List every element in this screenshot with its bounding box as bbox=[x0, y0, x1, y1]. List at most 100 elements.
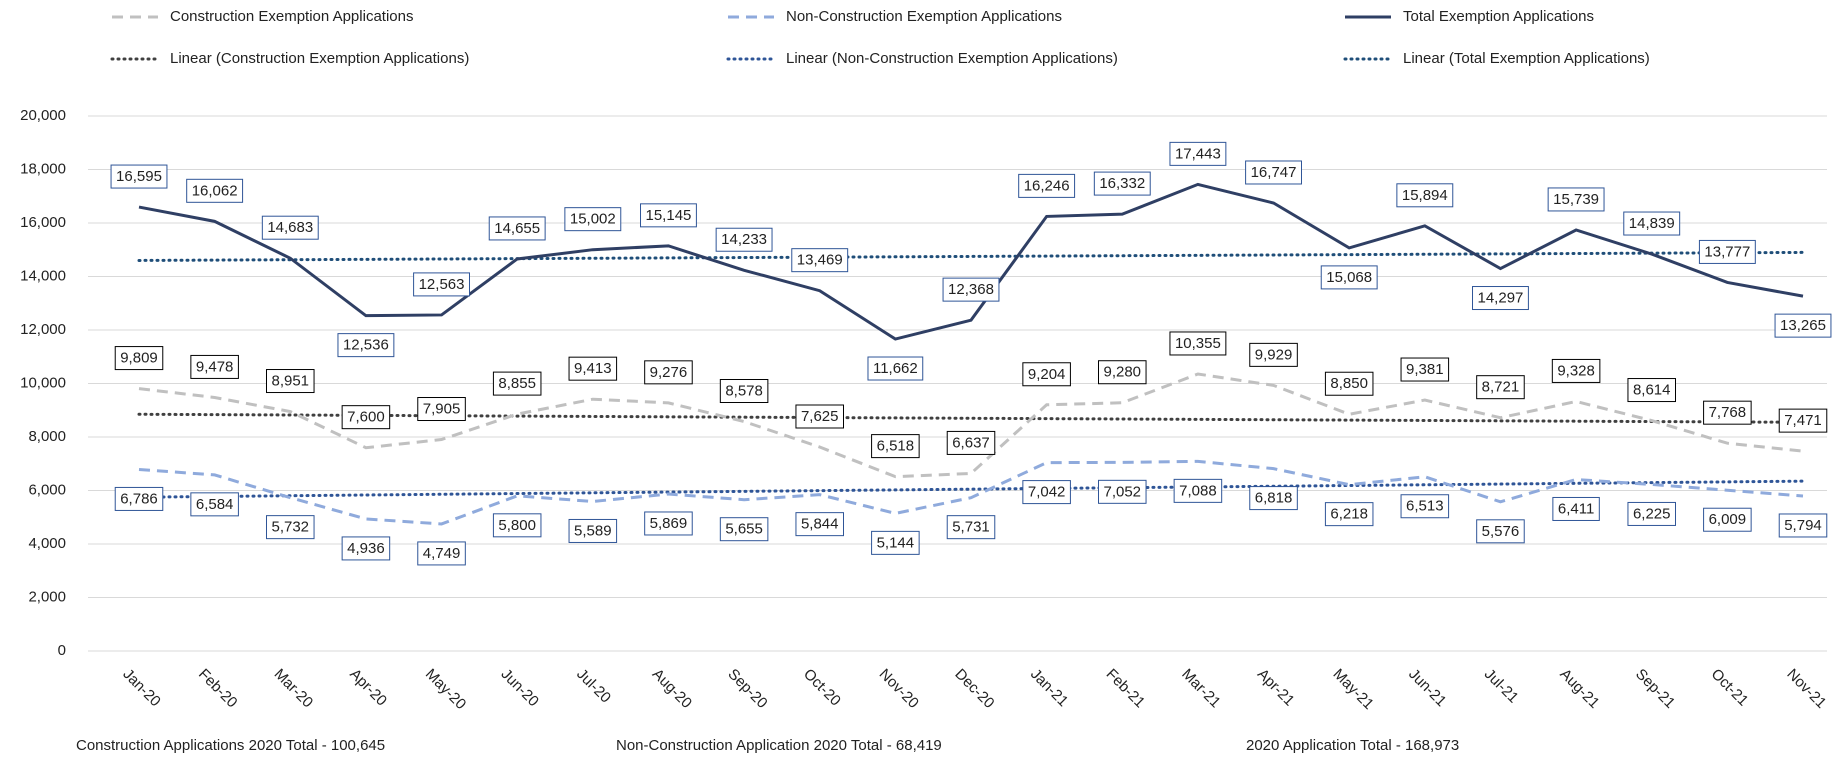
data-label-text: 7,052 bbox=[1103, 483, 1141, 500]
data-label: 9,929 bbox=[1249, 342, 1298, 367]
label-box bbox=[795, 512, 845, 537]
data-label: 15,894 bbox=[1396, 183, 1454, 208]
data-label: 5,655 bbox=[719, 517, 769, 542]
label-box bbox=[114, 486, 164, 511]
data-label-text: 9,929 bbox=[1255, 346, 1293, 363]
data-label-text: 14,233 bbox=[721, 231, 767, 248]
data-label: 6,411 bbox=[1552, 496, 1600, 521]
data-label: 8,951 bbox=[265, 369, 315, 394]
data-label-text: 6,009 bbox=[1709, 511, 1747, 528]
label-box bbox=[1097, 360, 1147, 385]
y-tick-label: 18,000 bbox=[20, 160, 66, 177]
data-label-text: 12,563 bbox=[419, 276, 465, 293]
label-box bbox=[110, 164, 168, 189]
label-box bbox=[942, 277, 1000, 302]
data-label: 7,042 bbox=[1022, 480, 1071, 505]
data-labels: 9,809 9,478 8,951 7,600 7,905 8,855 9,413 9,276… bbox=[110, 141, 1832, 566]
data-label: 9,413 bbox=[568, 356, 618, 381]
y-tick-label: 14,000 bbox=[20, 267, 66, 284]
data-label-text: 7,088 bbox=[1179, 482, 1217, 499]
label-box bbox=[265, 515, 315, 540]
data-label-text: 9,328 bbox=[1557, 362, 1595, 379]
data-label-text: 5,731 bbox=[952, 519, 990, 536]
label-box bbox=[644, 360, 693, 385]
data-label-text: 7,625 bbox=[801, 408, 839, 425]
label-box bbox=[413, 272, 470, 297]
label-box bbox=[719, 379, 769, 404]
data-label-text: 7,042 bbox=[1028, 484, 1066, 501]
data-label: 7,905 bbox=[417, 397, 466, 422]
label-box bbox=[1400, 494, 1450, 519]
data-label: 16,595 bbox=[110, 164, 168, 189]
data-label-text: 13,469 bbox=[797, 252, 843, 269]
x-tick-label: Jul-20 bbox=[573, 666, 614, 707]
data-label-text: 16,062 bbox=[192, 182, 238, 199]
label-box bbox=[1018, 173, 1076, 198]
data-label-text: 6,218 bbox=[1330, 506, 1368, 523]
data-label-text: 14,297 bbox=[1478, 290, 1524, 307]
data-label: 15,068 bbox=[1320, 265, 1378, 290]
label-box bbox=[1627, 378, 1677, 403]
x-tick-label: Jul-21 bbox=[1481, 666, 1522, 707]
data-label: 5,731 bbox=[946, 515, 996, 540]
data-label-text: 5,844 bbox=[801, 516, 839, 533]
label-box bbox=[190, 492, 239, 517]
data-label: 12,563 bbox=[413, 272, 470, 297]
data-label-text: 13,265 bbox=[1780, 317, 1826, 334]
label-box bbox=[1703, 400, 1752, 425]
data-label-text: 5,732 bbox=[271, 519, 309, 536]
x-tick-label: Oct-21 bbox=[1708, 666, 1752, 710]
label-box bbox=[186, 178, 244, 203]
x-tick-label: Feb-20 bbox=[195, 666, 241, 712]
data-label: 8,614 bbox=[1627, 378, 1677, 403]
label-box bbox=[1093, 171, 1151, 196]
label-box bbox=[1169, 331, 1227, 356]
data-label: 10,355 bbox=[1169, 331, 1227, 356]
data-label-text: 8,614 bbox=[1633, 382, 1671, 399]
label-box bbox=[795, 404, 845, 429]
data-label: 8,721 bbox=[1476, 375, 1525, 400]
label-box bbox=[1249, 342, 1298, 367]
footnote: 2020 Application Total - 168,973 bbox=[1246, 737, 1459, 754]
data-label-text: 4,936 bbox=[347, 540, 385, 557]
label-box bbox=[114, 346, 164, 371]
data-label: 5,794 bbox=[1778, 513, 1828, 538]
data-label-text: 8,951 bbox=[271, 373, 309, 390]
data-label: 4,936 bbox=[341, 536, 391, 561]
data-label: 5,144 bbox=[871, 530, 920, 555]
data-label-text: 9,478 bbox=[196, 358, 234, 375]
data-label-text: 6,637 bbox=[952, 434, 990, 451]
data-label: 11,662 bbox=[867, 356, 924, 381]
data-label: 6,818 bbox=[1249, 486, 1298, 511]
label-box bbox=[1551, 358, 1601, 383]
x-tick-label: Jun-20 bbox=[498, 666, 542, 710]
data-label: 14,683 bbox=[261, 215, 319, 240]
label-box bbox=[1476, 519, 1525, 544]
y-tick-label: 16,000 bbox=[20, 214, 66, 231]
x-tick-label: Jun-21 bbox=[1405, 666, 1449, 710]
legend-label: Linear (Total Exemption Applications) bbox=[1403, 50, 1650, 67]
data-label: 7,600 bbox=[341, 405, 391, 430]
label-box bbox=[1698, 239, 1756, 264]
data-label-text: 16,332 bbox=[1099, 175, 1145, 192]
x-tick-label: Dec-20 bbox=[951, 666, 997, 712]
label-box bbox=[1774, 313, 1832, 338]
label-box bbox=[337, 333, 395, 358]
y-tick-label: 4,000 bbox=[28, 535, 66, 552]
legend-label: Linear (Non-Construction Exemption Appli… bbox=[786, 50, 1118, 67]
data-label-text: 8,578 bbox=[725, 383, 763, 400]
data-label-text: 15,002 bbox=[570, 211, 616, 228]
data-label: 5,844 bbox=[795, 512, 845, 537]
data-label: 6,786 bbox=[114, 486, 164, 511]
label-box bbox=[1396, 183, 1454, 208]
label-box bbox=[791, 248, 849, 273]
label-box bbox=[261, 215, 319, 240]
label-box bbox=[1320, 265, 1378, 290]
data-label-text: 6,786 bbox=[120, 490, 158, 507]
data-label: 9,276 bbox=[644, 360, 693, 385]
data-label: 8,578 bbox=[719, 379, 769, 404]
data-label-text: 16,246 bbox=[1024, 177, 1070, 194]
label-box bbox=[1623, 211, 1681, 236]
data-label: 5,869 bbox=[644, 511, 693, 536]
data-label-text: 16,595 bbox=[116, 168, 162, 185]
